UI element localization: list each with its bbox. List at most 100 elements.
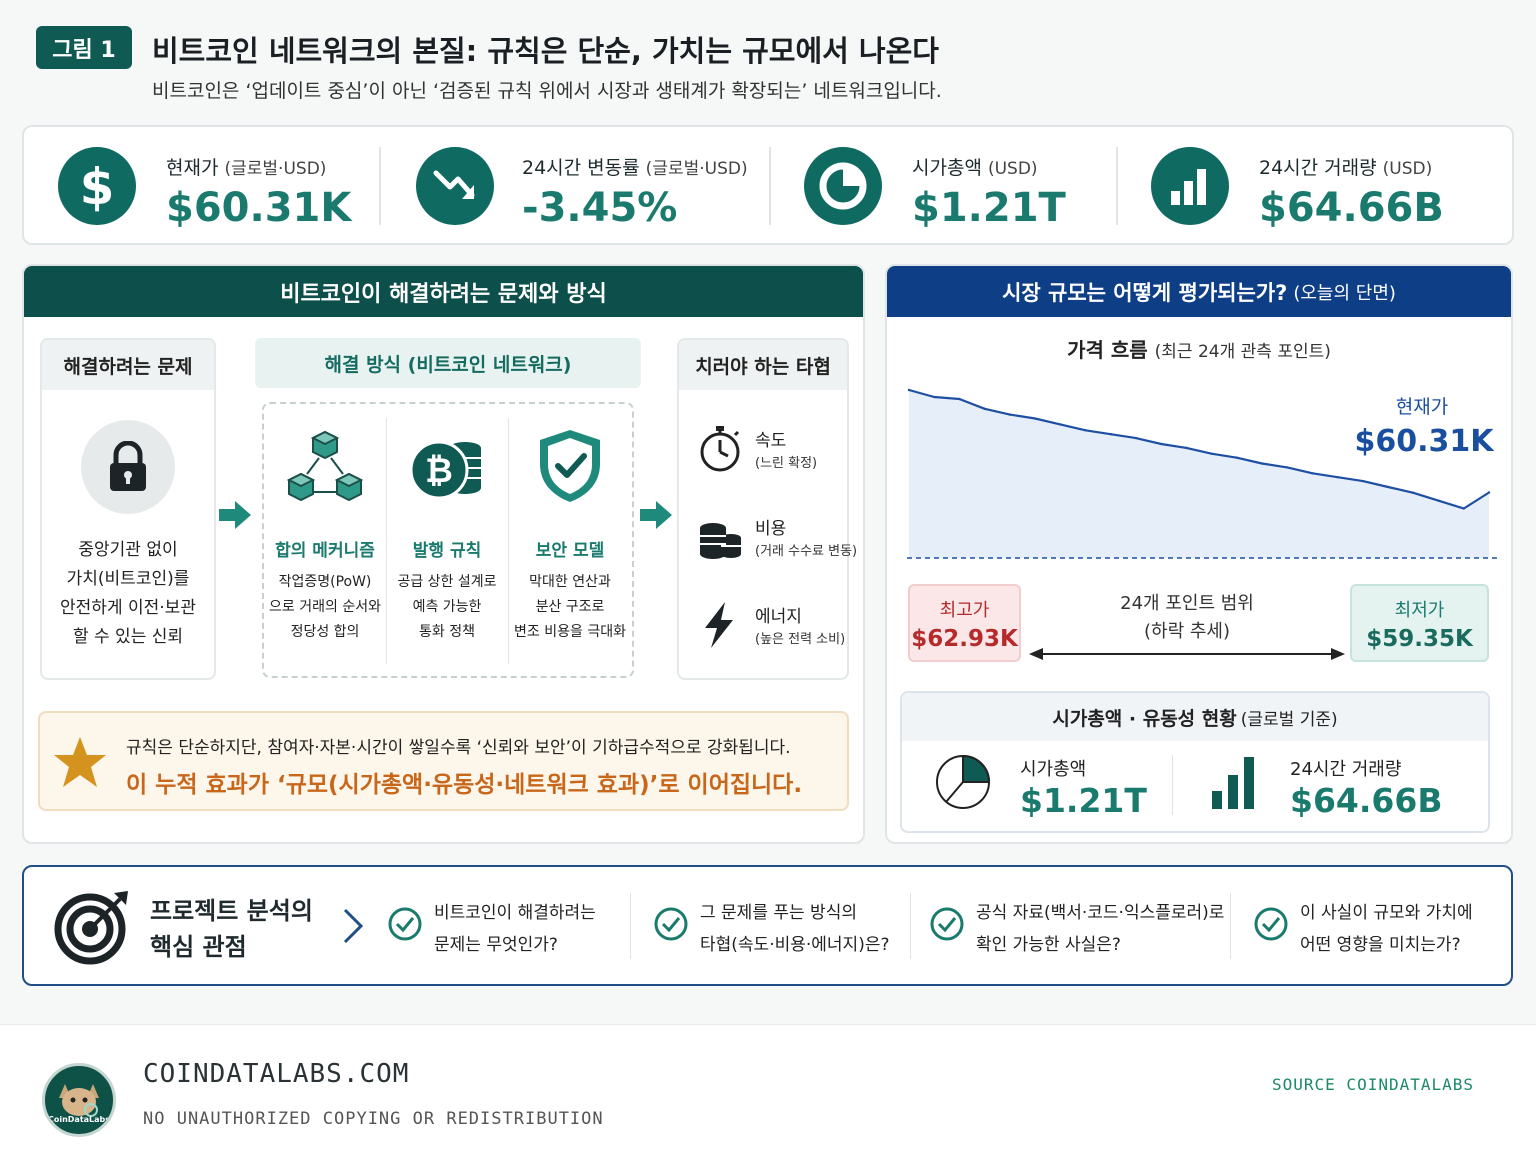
pie-chart-icon	[804, 147, 882, 225]
price-point	[907, 388, 911, 392]
key-item: 비트코인이 해결하려는 문제는 무엇인가?	[388, 867, 628, 984]
cat-mascot-icon	[59, 1084, 99, 1117]
volume-value: $64.66B	[1290, 781, 1443, 820]
bar-chart-icon	[1212, 757, 1254, 809]
kpi-change-label: 24시간 변동률 (글로벌·USD)	[522, 157, 748, 179]
price-point	[1134, 436, 1138, 440]
kpi-divider	[379, 147, 381, 225]
key-perspective-strip: 프로젝트 분석의 핵심 관점 비트코인이 해결하려는 문제는 무엇인가? 그 문제를…	[22, 865, 1513, 986]
price-flow-chart	[907, 388, 1497, 559]
insight-callout: 규칙은 단순하지단, 참여자·자본·시간이 쌓일수록 ‘신뢰와 보안’이 기하급…	[38, 711, 849, 811]
key-item-text: 그 문제를 푸는 방식의 타협(속도·비용·에너지)은?	[700, 903, 890, 955]
key-divider	[910, 893, 911, 959]
key-title: 프로젝트 분석의 핵심 관점	[150, 897, 313, 961]
problem-solution-title: 비트코인이 해결하려는 문제와 방식	[24, 266, 863, 317]
price-point	[1311, 472, 1314, 475]
price-point	[1487, 491, 1491, 494]
check-circle-icon	[388, 907, 422, 941]
tradeoff-energy-title: 에너지	[755, 607, 802, 627]
problem-line: 안전하게 이전·보관	[60, 598, 196, 618]
price-point	[1235, 456, 1239, 459]
network-cubes-icon	[286, 430, 364, 502]
price-point	[1260, 462, 1264, 465]
arrow-right-icon	[640, 501, 672, 529]
coindatalabs-logo: CoinDataLabs	[42, 1063, 116, 1137]
kpi-volume-label: 24시간 거래량 (USD)	[1259, 157, 1433, 179]
solution-consensus-title: 합의 메커니즘	[275, 541, 375, 561]
price-point	[1412, 491, 1415, 495]
kpi-marketcap: 시가총액 (USD) $1.21T	[770, 127, 1116, 243]
svg-text:$: $	[80, 159, 115, 213]
kpi-volume-value: $64.66B	[1259, 185, 1444, 231]
tradeoff-cost-title: 비용	[755, 519, 787, 539]
figure-badge: 그림 1	[36, 26, 132, 69]
star-icon	[54, 737, 106, 787]
key-item-text: 비트코인이 해결하려는 문제는 무엇인가?	[434, 903, 596, 955]
callout-line-1: 규칙은 단순하지단, 참여자·자본·시간이 쌓일수록 ‘신뢰와 보안’이 기하급…	[126, 738, 791, 758]
problem-header: 해결하려는 문제	[42, 340, 214, 390]
price-area	[909, 390, 1489, 558]
coin-stack-icon	[700, 523, 741, 559]
price-point	[1084, 429, 1087, 432]
solution-divider	[508, 418, 509, 664]
key-item: 이 사실이 규모와 가치에 어떤 영향을 미치는가?	[1254, 867, 1504, 984]
liquidity-divider	[1172, 755, 1173, 815]
lightning-icon	[705, 602, 733, 648]
price-point	[1386, 485, 1390, 489]
price-point	[1185, 446, 1188, 450]
shield-check-icon	[540, 430, 600, 502]
check-circle-icon	[654, 907, 688, 941]
liquidity-box: 시가총액 · 유동성 현황 (글로벌 기준) 시가총액 $1.21T 24시간 거…	[900, 691, 1490, 833]
solution-box: 합의 메커니즘 작업증명(PoW) 으로 거래의 순서와 정당성 합의 ₿ 발행…	[262, 402, 634, 678]
problem-line: 할 수 있는 신뢰	[72, 627, 184, 647]
price-point	[1437, 499, 1440, 502]
mcap-label: 시가총액	[1020, 759, 1087, 780]
solution-consensus: 합의 메커니즘 작업증명(PoW) 으로 거래의 순서와 정당성 합의	[264, 404, 386, 676]
key-divider	[1230, 893, 1231, 959]
problem-line: 중앙기관 없이	[78, 540, 178, 560]
chevron-right-icon	[343, 908, 364, 944]
liquidity-title: 시가총액 · 유동성 현황 (글로벌 기준)	[902, 693, 1488, 741]
copyright-notice: NO UNAUTHORIZED COPYING OR REDISTRIBUTIO…	[143, 1109, 604, 1129]
high-price-box: 최고가 $62.93K	[908, 584, 1021, 662]
range-arrow-icon	[1029, 648, 1345, 660]
lock-icon	[81, 420, 175, 514]
page-subtitle: 비트코인은 ‘업데이트 중심’이 아닌 ‘검증된 규칙 위에서 시장과 생태계가…	[152, 80, 942, 102]
dollar-icon: $	[58, 147, 136, 225]
price-point	[1286, 466, 1289, 469]
callout-line-2: 이 누적 효과가 ‘규모(시가총액·유동성·네트워크 효과)’로 이어집니다.	[126, 772, 803, 798]
current-price-label: 현재가	[1395, 396, 1449, 418]
kpi-strip: $ 현재가 (글로벌·USD) $60.31K 24시간 변동률 (글로벌·US…	[22, 125, 1514, 245]
key-item-text: 공식 자료(백서·코드·익스플로러)로 확인 가능한 사실은?	[976, 903, 1225, 955]
stopwatch-icon	[700, 426, 740, 472]
tradeoffs-card: 치러야 하는 타협 속도 (느린 확정) 비용 (거래 수수료 변동) 에너지 …	[677, 338, 857, 680]
price-point	[1361, 479, 1365, 483]
logo-text: CoinDataLabs	[47, 1115, 111, 1124]
solution-divider	[386, 418, 387, 664]
tradeoff-speed: 속도 (느린 확정)	[679, 418, 847, 488]
tradeoff-speed-sub: (느린 확정)	[755, 456, 818, 471]
source-credit: SOURCE COINDATALABS	[1272, 1075, 1475, 1094]
bar-chart-icon	[1151, 147, 1229, 225]
key-item: 공식 자료(백서·코드·익스플로러)로 확인 가능한 사실은?	[930, 867, 1230, 984]
price-point	[1336, 476, 1339, 479]
tradeoff-energy-sub: (높은 전력 소비)	[755, 632, 846, 647]
kpi-change: 24시간 변동률 (글로벌·USD) -3.45%	[380, 127, 770, 243]
price-line	[908, 388, 1490, 510]
price-point	[1159, 442, 1163, 446]
range-description: 24개 포인트 범위 (하락 추세)	[1120, 593, 1254, 642]
kpi-volume: 24시간 거래량 (USD) $64.66B	[1117, 127, 1512, 243]
site-link[interactable]: COINDATALABS.COM	[143, 1059, 410, 1089]
price-point	[1109, 432, 1112, 436]
kpi-price-label: 현재가 (글로벌·USD)	[166, 157, 327, 179]
low-price-box: 최저가 $59.35K	[1350, 584, 1489, 662]
mcap-value: $1.21T	[1020, 781, 1147, 820]
tradeoffs-header: 치러야 하는 타협	[679, 340, 847, 390]
solution-security-desc: 막대한 연산과 분산 구조로 변조 비용을 극대화	[514, 574, 626, 640]
check-circle-icon	[930, 907, 964, 941]
price-point	[1210, 452, 1213, 455]
check-circle-icon	[1254, 907, 1288, 941]
footer: CoinDataLabs COINDATALABS.COM NO UNAUTHO…	[0, 1024, 1536, 1171]
arrow-right-icon	[219, 501, 251, 529]
key-item-text: 이 사실이 규모와 가치에 어떤 영향을 미치는가?	[1300, 903, 1473, 955]
